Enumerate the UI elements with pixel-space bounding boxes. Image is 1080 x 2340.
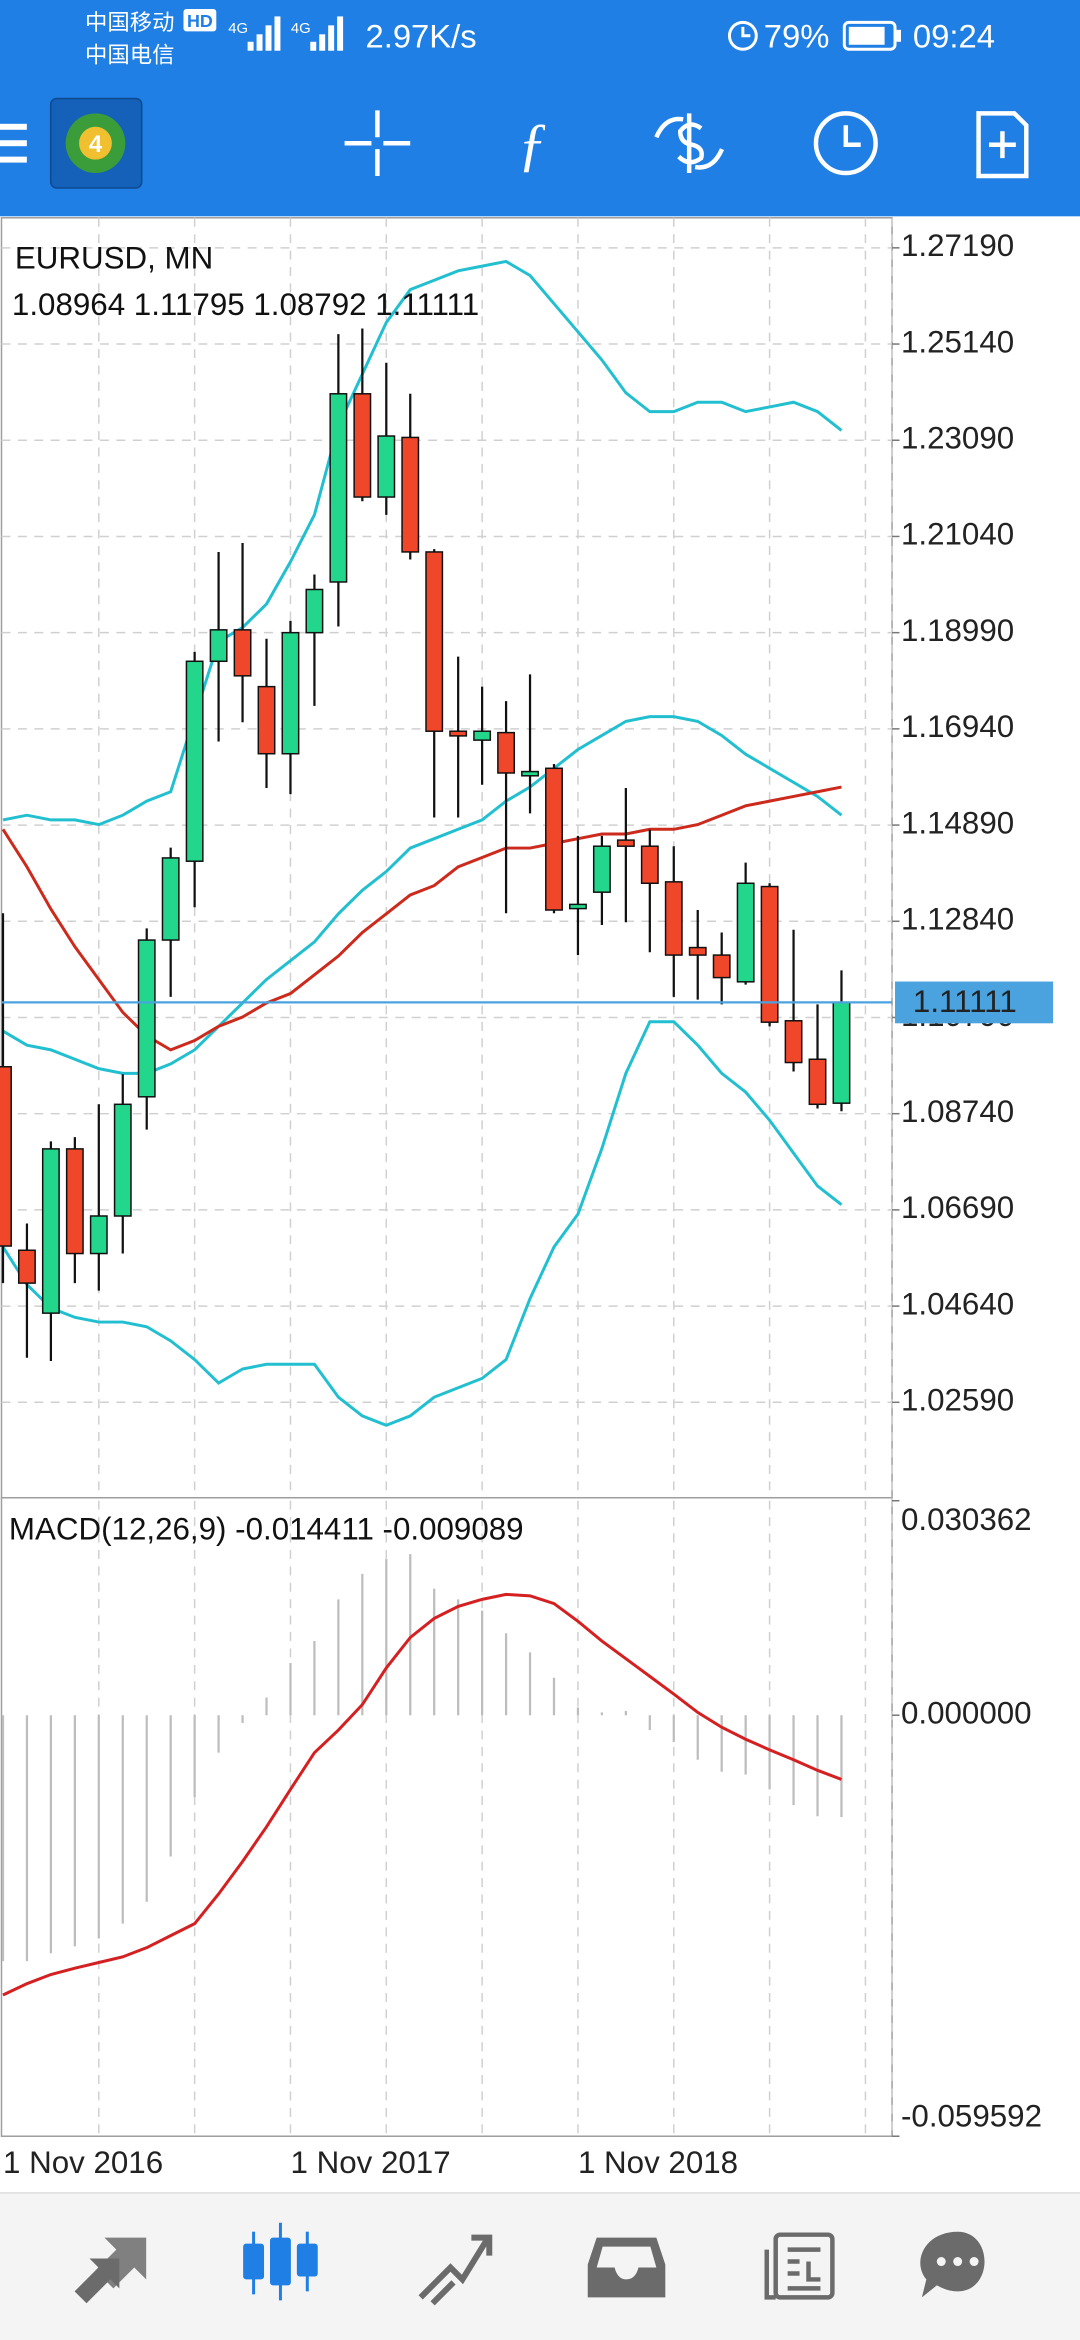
history-tab[interactable]	[587, 2237, 666, 2298]
battery-level: 79%	[764, 18, 830, 55]
news-tab[interactable]	[764, 2232, 835, 2300]
indicator-line	[2, 259, 843, 827]
y-tick-label: 1.02590	[901, 1383, 1014, 1418]
svg-text:4: 4	[89, 131, 103, 158]
y-tick-label: 1.08740	[901, 1094, 1014, 1129]
x-tick-label: 1 Nov 2016	[3, 2145, 163, 2180]
candle-body	[65, 1148, 84, 1255]
candle-body	[784, 1020, 803, 1064]
candle-body	[281, 631, 300, 755]
battery-icon	[842, 20, 901, 51]
x-tick-label: 1 Nov 2017	[290, 2145, 450, 2180]
clock: 09:24	[913, 18, 995, 55]
candle-body	[712, 954, 731, 979]
candle-body	[616, 839, 635, 847]
new-order-button[interactable]	[976, 111, 1029, 179]
candle-body	[808, 1058, 827, 1106]
candle-body	[353, 393, 372, 498]
crosshair-button[interactable]	[344, 110, 411, 177]
x-tick-label: 1 Nov 2018	[578, 2145, 738, 2180]
hd-label: HD	[187, 11, 213, 31]
candle-body	[161, 857, 180, 941]
candle-body	[233, 629, 252, 677]
candle-body	[473, 730, 492, 741]
candle-body	[137, 939, 156, 1098]
macd-pane	[0, 1496, 893, 2137]
candle-body	[688, 946, 707, 956]
network-speed: 2.97K/s	[365, 18, 476, 55]
carrier: 中国电信	[85, 43, 174, 68]
candle-body	[449, 730, 468, 737]
y-tick-label: 1.18990	[901, 613, 1014, 648]
candle-body	[545, 767, 563, 911]
candle-body	[568, 903, 587, 910]
candle-body	[425, 551, 444, 732]
carrier: 中国移动	[85, 10, 174, 35]
candle-body	[592, 845, 611, 893]
candle-body	[17, 1249, 36, 1284]
y-tick-label: 1.04640	[901, 1286, 1014, 1321]
y-tick-label: 1.16940	[901, 709, 1014, 744]
candle-body	[832, 1001, 851, 1104]
indicator-line	[1, 1020, 843, 1427]
app-logo[interactable]: 4	[49, 97, 143, 189]
candle-body	[640, 845, 659, 885]
candle-body	[664, 881, 683, 956]
candle-body	[185, 660, 204, 862]
objects-button[interactable]	[654, 113, 725, 174]
candle-body	[736, 882, 755, 983]
chart-title: EURUSD, MN	[15, 241, 213, 276]
trade-tab[interactable]	[418, 2234, 493, 2306]
timeframe-button[interactable]	[813, 111, 878, 176]
candle-body	[113, 1103, 132, 1217]
network-label: 4G	[228, 21, 248, 37]
y-tick-label: 1.27190	[901, 228, 1014, 263]
indicators-button[interactable]: ƒ	[518, 111, 548, 177]
quotes-tab[interactable]	[74, 2237, 147, 2304]
current-price-tag	[895, 981, 1054, 1024]
macd-title: MACD(12,26,9) -0.014411 -0.009089	[9, 1512, 524, 1547]
candle-body	[377, 435, 396, 498]
candle-body	[401, 436, 420, 553]
candle-body	[89, 1215, 108, 1255]
candle-body	[329, 393, 348, 583]
plot	[0, 259, 893, 1997]
hd-badge	[183, 8, 217, 32]
y-tick-label: 1.25140	[901, 324, 1014, 359]
alarm-icon	[727, 20, 758, 51]
candle-body	[305, 588, 324, 634]
chart-tab[interactable]	[243, 2222, 318, 2301]
price-pane	[0, 217, 893, 1499]
candle-body	[521, 770, 539, 777]
network-label: 4G	[291, 21, 311, 37]
candle-body	[760, 885, 779, 1023]
candle-body	[0, 1066, 12, 1247]
current-price-label: 1.11111	[913, 984, 1017, 1019]
y-tick-label: 1.14890	[901, 805, 1014, 840]
menu-button[interactable]	[0, 123, 27, 163]
y-tick-label: 0.030362	[901, 1502, 1032, 1537]
chat-tab[interactable]	[920, 2231, 985, 2298]
candle-body	[497, 731, 516, 774]
y-tick-label: -0.059592	[901, 2099, 1042, 2134]
y-tick-label: 1.06690	[901, 1190, 1014, 1225]
y-tick-label: 1.12840	[901, 902, 1014, 937]
y-tick-label: 1.23090	[901, 421, 1014, 456]
ohlc-label: 1.08964 1.11795 1.08792 1.11111	[12, 287, 479, 322]
candle-body	[209, 629, 228, 663]
signal-line	[2, 1592, 843, 1997]
y-tick-label: 0.000000	[901, 1696, 1032, 1731]
candle-body	[41, 1148, 60, 1314]
y-tick-label: 1.21040	[901, 517, 1014, 552]
bottom-nav	[0, 2192, 1080, 2340]
axes: 1.27190 1.25140 1.23090 1.21040 1.18990 1.169…	[3, 228, 1054, 2180]
signal-icon	[247, 16, 344, 51]
candle-body	[257, 685, 276, 755]
